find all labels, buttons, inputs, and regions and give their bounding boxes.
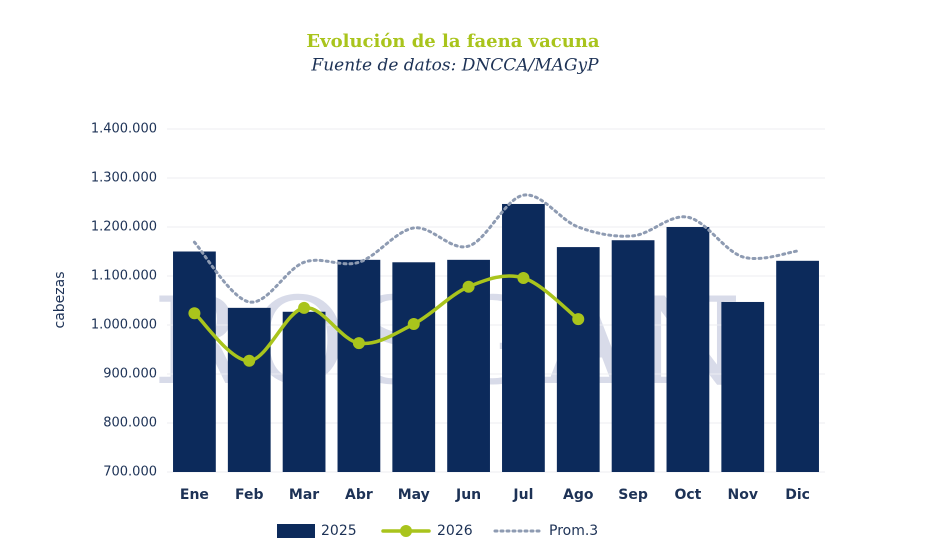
y-axis-label: cabezas: [52, 272, 68, 329]
y-tick-label: 900.000: [103, 367, 157, 382]
line: [192, 193, 800, 304]
bar: [502, 203, 545, 472]
legend-marker: [400, 525, 412, 537]
bar: [392, 262, 436, 472]
x-tick-label: Sep: [618, 487, 648, 503]
x-tick-label: Mar: [289, 487, 319, 503]
line-marker: [517, 271, 530, 284]
x-tick-label: Abr: [345, 487, 373, 503]
legend-label: 2026: [437, 523, 473, 539]
bar: [337, 259, 381, 472]
y-tick-label: 1.200.000: [91, 220, 157, 235]
x-tick-label: Feb: [235, 487, 264, 503]
line-marker: [298, 301, 311, 314]
y-tick-label: 1.100.000: [91, 269, 157, 284]
bar: [282, 311, 326, 472]
x-tick-label: May: [398, 487, 430, 503]
bar: [173, 251, 216, 472]
x-tick-label: Jun: [455, 487, 481, 503]
y-tick-label: 1.000.000: [91, 318, 157, 333]
legend-label: 2025: [321, 523, 357, 539]
line-marker: [243, 354, 256, 367]
chart-subtitle: Fuente de datos: DNCCA/MAGyP: [310, 56, 599, 76]
bar: [721, 301, 765, 472]
bar: [666, 227, 710, 472]
x-tick-label: Ene: [180, 487, 209, 503]
legend-swatch: [277, 524, 315, 538]
bar: [227, 307, 271, 472]
line-marker: [352, 337, 365, 350]
y-tick-label: 1.400.000: [91, 122, 157, 137]
legend-label: Prom.3: [549, 523, 598, 539]
line-marker: [572, 313, 585, 326]
y-tick-label: 1.300.000: [91, 171, 157, 186]
x-tick-label: Dic: [785, 487, 810, 503]
chart-title: Evolución de la faena vacuna: [306, 31, 599, 52]
y-tick-label: 800.000: [103, 416, 157, 431]
y-tick-label: 700.000: [103, 465, 157, 480]
x-tick-label: Ago: [563, 487, 594, 503]
line-marker: [188, 307, 201, 320]
x-tick-label: Nov: [728, 487, 758, 503]
bar: [611, 240, 655, 472]
line-marker: [407, 318, 420, 331]
line-marker: [462, 280, 475, 293]
bar: [776, 260, 819, 472]
x-tick-label: Jul: [512, 487, 533, 503]
x-tick-label: Oct: [674, 487, 701, 503]
bar: [556, 247, 600, 472]
